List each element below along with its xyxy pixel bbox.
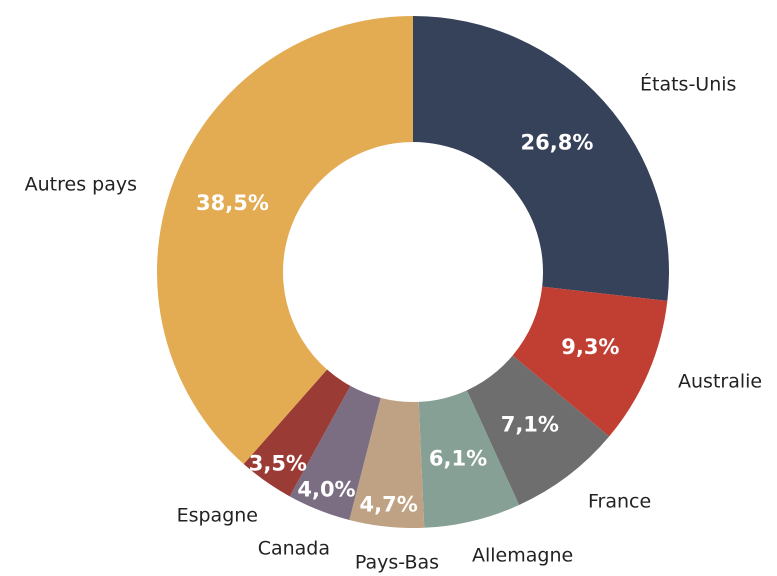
category-label: États-Unis xyxy=(640,73,736,96)
value-label: 3,5% xyxy=(249,451,307,475)
slice xyxy=(466,355,610,505)
category-label: Allemagne xyxy=(472,545,573,567)
category-label: Canada xyxy=(258,538,330,560)
category-label: Australie xyxy=(678,371,762,393)
category-label: Pays-Bas xyxy=(355,552,439,574)
value-label: 7,1% xyxy=(501,413,559,437)
value-label: 4,7% xyxy=(360,493,418,517)
value-label: 9,3% xyxy=(561,335,619,359)
slice xyxy=(418,390,520,528)
slice xyxy=(156,16,413,465)
slice xyxy=(512,286,668,437)
slice xyxy=(243,369,351,497)
category-label: Espagne xyxy=(177,505,258,527)
value-label: 6,1% xyxy=(429,447,487,471)
slice xyxy=(289,385,381,520)
value-label: 4,0% xyxy=(297,477,355,501)
category-label: France xyxy=(588,491,651,513)
slice xyxy=(349,397,425,528)
category-label: Autres pays xyxy=(25,174,137,196)
slice xyxy=(413,16,669,301)
value-label: 38,5% xyxy=(196,191,269,215)
value-label: 26,8% xyxy=(521,130,594,154)
